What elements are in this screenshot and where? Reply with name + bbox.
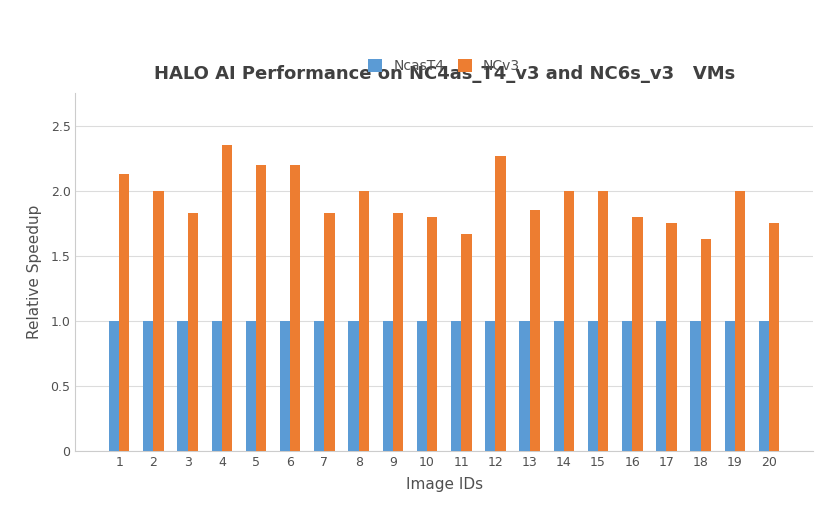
Bar — [735, 191, 745, 451]
Bar — [564, 191, 574, 451]
Bar — [153, 191, 163, 451]
Bar — [598, 191, 608, 451]
Bar — [451, 321, 461, 451]
Bar — [691, 321, 701, 451]
Bar — [461, 234, 472, 451]
Bar — [188, 213, 198, 451]
Bar — [622, 321, 632, 451]
Bar — [495, 155, 505, 451]
Bar — [485, 321, 495, 451]
Bar — [290, 165, 301, 451]
Bar — [666, 223, 677, 451]
X-axis label: Image IDs: Image IDs — [406, 477, 483, 492]
Bar — [769, 223, 779, 451]
Bar — [246, 321, 256, 451]
Bar — [211, 321, 222, 451]
Bar — [359, 191, 369, 451]
Bar — [520, 321, 530, 451]
Bar — [416, 321, 427, 451]
Bar — [280, 321, 290, 451]
Bar — [349, 321, 359, 451]
Bar — [587, 321, 598, 451]
Bar — [222, 145, 232, 451]
Y-axis label: Relative Speedup: Relative Speedup — [27, 205, 42, 339]
Bar — [701, 239, 711, 451]
Bar — [109, 321, 119, 451]
Bar — [143, 321, 153, 451]
Bar — [314, 321, 324, 451]
Bar — [119, 174, 129, 451]
Bar — [554, 321, 564, 451]
Bar — [178, 321, 188, 451]
Bar — [632, 217, 643, 451]
Bar — [427, 217, 437, 451]
Title: HALO AI Performance on NC4as_T4_v3 and NC6s_v3   VMs: HALO AI Performance on NC4as_T4_v3 and N… — [153, 65, 735, 83]
Bar — [725, 321, 735, 451]
Bar — [759, 321, 769, 451]
Bar — [324, 213, 334, 451]
Bar — [393, 213, 403, 451]
Bar — [256, 165, 266, 451]
Legend: NcasT4, NCv3: NcasT4, NCv3 — [363, 54, 525, 79]
Bar — [383, 321, 393, 451]
Bar — [530, 210, 540, 451]
Bar — [656, 321, 666, 451]
